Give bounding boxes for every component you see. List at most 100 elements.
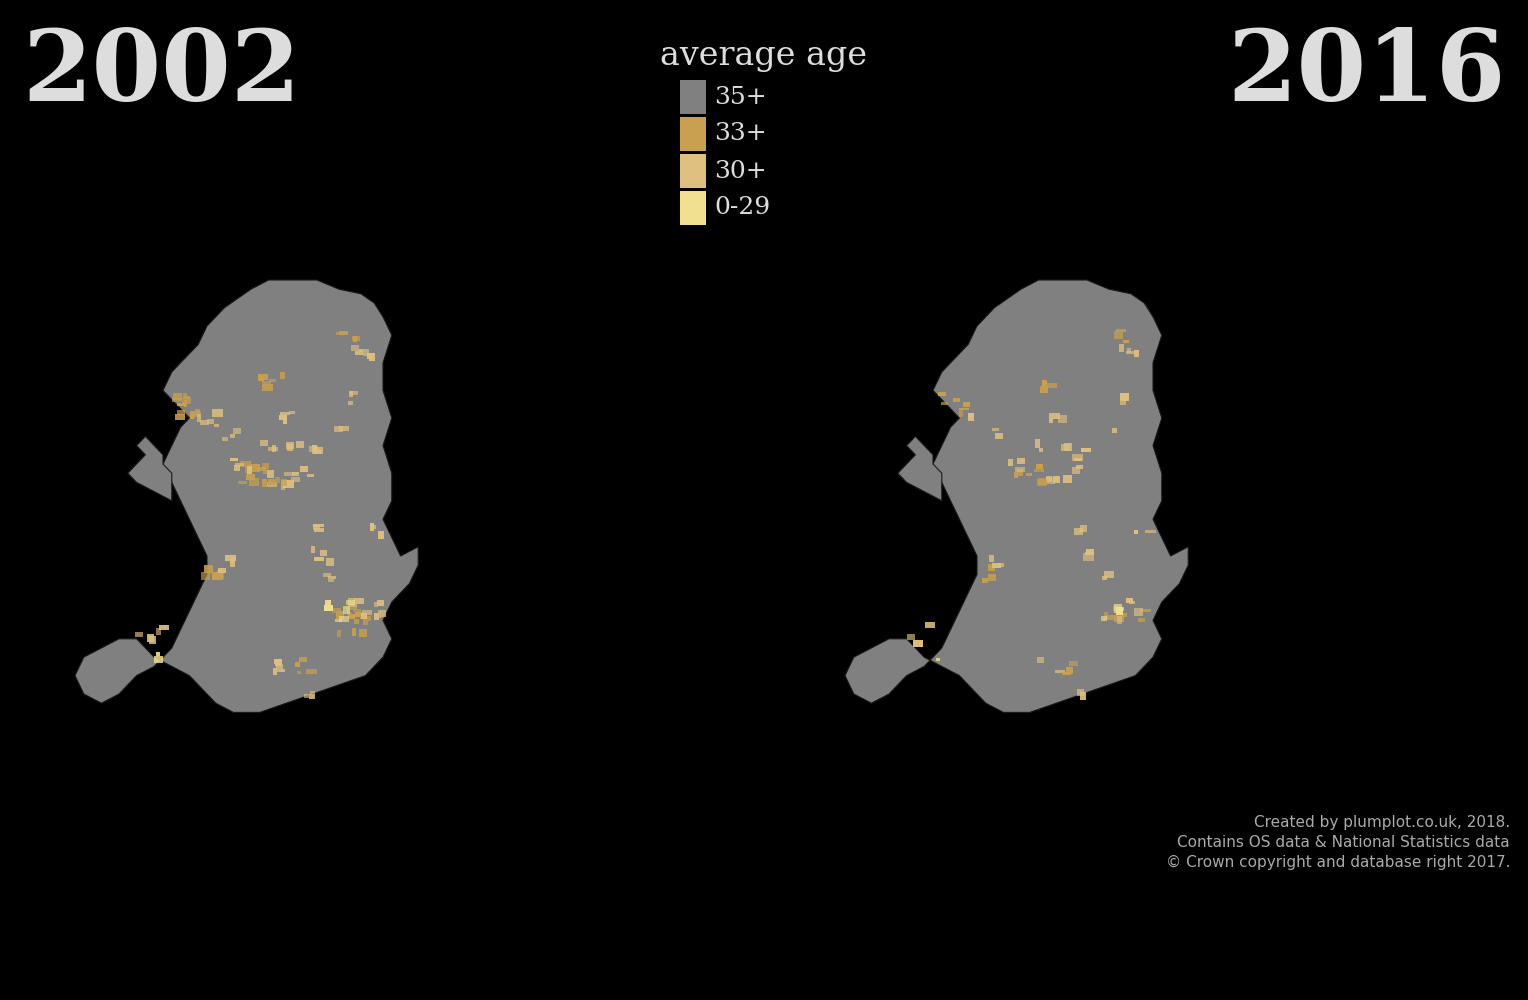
Bar bbox=[261, 381, 270, 385]
Bar bbox=[1074, 458, 1082, 461]
Bar bbox=[327, 579, 333, 582]
Bar bbox=[1013, 472, 1018, 478]
Bar bbox=[1117, 616, 1122, 624]
Bar bbox=[189, 413, 196, 418]
Bar bbox=[281, 669, 286, 672]
Text: © Crown copyright and database right 2017.: © Crown copyright and database right 201… bbox=[1166, 855, 1510, 870]
Bar bbox=[134, 632, 142, 637]
Bar bbox=[1114, 615, 1123, 622]
Bar bbox=[1063, 443, 1071, 451]
Bar bbox=[274, 659, 281, 664]
Bar bbox=[263, 384, 272, 391]
Bar bbox=[260, 440, 269, 446]
Bar bbox=[278, 415, 287, 420]
Bar bbox=[368, 353, 374, 361]
Bar bbox=[281, 483, 286, 490]
Bar bbox=[229, 558, 235, 563]
Bar bbox=[989, 555, 995, 562]
Bar bbox=[1036, 479, 1047, 486]
Bar bbox=[223, 437, 228, 441]
Bar bbox=[938, 392, 946, 396]
Bar bbox=[229, 434, 235, 438]
Bar bbox=[1129, 601, 1135, 604]
Bar bbox=[1100, 616, 1108, 621]
Bar bbox=[680, 80, 706, 114]
Bar bbox=[234, 465, 240, 471]
Bar bbox=[240, 461, 251, 467]
Bar bbox=[348, 401, 353, 405]
Text: average age: average age bbox=[660, 40, 868, 72]
Bar bbox=[173, 393, 182, 400]
Bar bbox=[267, 479, 275, 485]
Bar bbox=[992, 563, 1001, 568]
Bar bbox=[1048, 419, 1053, 423]
Bar bbox=[1123, 340, 1129, 343]
Bar bbox=[914, 640, 923, 647]
Bar bbox=[313, 447, 322, 454]
Bar bbox=[312, 445, 316, 451]
Bar bbox=[182, 397, 191, 404]
Bar bbox=[354, 619, 359, 624]
Bar bbox=[1140, 609, 1151, 612]
Bar bbox=[203, 565, 214, 573]
Bar bbox=[359, 349, 364, 352]
Bar bbox=[1111, 428, 1117, 433]
Bar bbox=[348, 604, 358, 607]
Polygon shape bbox=[128, 436, 171, 501]
Bar bbox=[347, 600, 356, 605]
Bar bbox=[281, 479, 287, 486]
Bar bbox=[154, 656, 163, 663]
Bar bbox=[156, 628, 160, 635]
Bar bbox=[1126, 351, 1134, 354]
Bar bbox=[953, 398, 961, 402]
Bar bbox=[967, 413, 973, 421]
Bar bbox=[1033, 469, 1044, 472]
Bar bbox=[906, 634, 915, 640]
Bar bbox=[200, 572, 211, 580]
Bar bbox=[1062, 444, 1070, 451]
Bar bbox=[287, 444, 293, 451]
Bar bbox=[212, 574, 219, 577]
Bar bbox=[183, 400, 186, 407]
Bar bbox=[312, 450, 321, 454]
Bar bbox=[351, 345, 359, 351]
Bar bbox=[1102, 576, 1106, 580]
Bar bbox=[348, 614, 354, 619]
Bar bbox=[284, 472, 295, 476]
Bar bbox=[315, 528, 324, 532]
Bar bbox=[1114, 606, 1118, 611]
Bar bbox=[1018, 469, 1024, 476]
Bar bbox=[1034, 439, 1041, 448]
Bar bbox=[206, 419, 214, 424]
Text: 0-29: 0-29 bbox=[714, 196, 770, 220]
Bar bbox=[258, 374, 267, 380]
Bar bbox=[1016, 458, 1025, 464]
Bar bbox=[1025, 473, 1031, 476]
Bar bbox=[348, 391, 353, 397]
Bar bbox=[348, 598, 354, 606]
Bar bbox=[992, 428, 998, 431]
Bar bbox=[231, 458, 238, 461]
Bar bbox=[182, 393, 186, 398]
Bar bbox=[197, 414, 200, 422]
Bar bbox=[219, 568, 226, 573]
Bar bbox=[193, 411, 200, 417]
Bar bbox=[350, 391, 358, 395]
Bar bbox=[1057, 415, 1067, 423]
Bar bbox=[1076, 465, 1083, 469]
Bar bbox=[1070, 661, 1077, 666]
Bar bbox=[1144, 530, 1155, 533]
Bar bbox=[1115, 329, 1126, 332]
Bar bbox=[1134, 350, 1140, 357]
Bar bbox=[379, 531, 384, 539]
Bar bbox=[960, 408, 963, 417]
Bar bbox=[307, 474, 313, 477]
Bar bbox=[332, 608, 341, 613]
Bar bbox=[177, 410, 185, 415]
Bar bbox=[310, 691, 315, 694]
Bar bbox=[1067, 667, 1073, 674]
Bar bbox=[1015, 467, 1025, 472]
Bar bbox=[353, 336, 358, 342]
Bar bbox=[1105, 612, 1108, 620]
Bar bbox=[342, 606, 350, 614]
